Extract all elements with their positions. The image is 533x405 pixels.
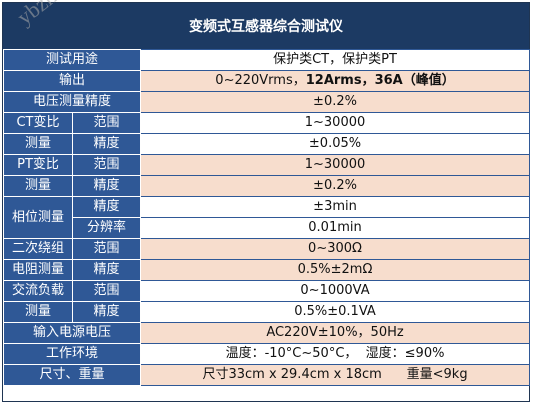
table-row: PT变比 范围 1~30000	[3, 154, 531, 176]
row-label: 相位测量	[3, 196, 73, 239]
table-row: 电压测量精度 ±0.2%	[2, 91, 531, 113]
row-label: 尺寸、重量	[2, 364, 142, 386]
row-label: 电压测量精度	[2, 91, 142, 113]
table-row: 尺寸、重量 尺寸33cm x 29.4cm x 18cm 重量<9kg	[2, 364, 531, 386]
row-sublabel: 范围	[71, 154, 142, 176]
row-value: 保护类CT，保护类PT	[140, 49, 531, 71]
row-value: 0~220Vrms，12Arms，36A（峰值）	[140, 70, 531, 92]
row-label: PT变比	[3, 154, 73, 176]
row-label: 工作环境	[2, 343, 142, 365]
row-label: CT变比	[3, 112, 73, 134]
row-value: 尺寸33cm x 29.4cm x 18cm 重量<9kg	[140, 364, 531, 386]
table-row: 测量 精度 ±0.2%	[3, 175, 531, 197]
row-sublabel: 精度	[71, 175, 142, 197]
row-label: 测量	[3, 301, 73, 323]
row-label: 二次绕组	[3, 238, 73, 260]
row-value: ±0.2%	[140, 91, 531, 113]
output-current: 12Arms，36A（峰值）	[305, 73, 455, 88]
row-sublabel: 精度	[71, 133, 142, 155]
row-value: 0~1000VA	[140, 280, 531, 302]
row-sublabel: 范围	[71, 112, 142, 134]
row-label: 测量	[3, 133, 73, 155]
row-sublabel: 范围	[71, 238, 142, 260]
table-row: 电阻测量 精度 0.5%±2mΩ	[3, 259, 531, 281]
row-value: 1~30000	[140, 154, 531, 176]
row-sublabel: 范围	[71, 280, 142, 302]
row-label: 测量	[3, 175, 73, 197]
table-title: 变频式互感器综合测试仪	[3, 3, 529, 49]
row-value: ±0.05%	[140, 133, 531, 155]
table-row: 输入电源电压 AC220V±10%，50Hz	[2, 322, 531, 344]
row-sublabel: 分辨率	[71, 217, 142, 239]
spec-table: 测试用途 保护类CT，保护类PT 输出 0~220Vrms，12Arms，36A…	[2, 49, 531, 386]
table-row: 二次绕组 范围 0~300Ω	[3, 238, 531, 260]
row-value: ±0.2%	[140, 175, 531, 197]
table-row: 分辨率 0.01min	[4, 217, 531, 239]
row-label: 输入电源电压	[2, 322, 142, 344]
row-label: 输出	[2, 70, 142, 92]
table-row: 输出 0~220Vrms，12Arms，36A（峰值）	[2, 70, 531, 92]
row-sublabel: 精度	[71, 259, 142, 281]
table-row: 工作环境 温度：-10°C~50°C， 湿度：≤90%	[2, 343, 531, 365]
table-row: 相位测量 精度 ±3min	[3, 196, 531, 239]
output-range: 0~220Vrms，	[215, 73, 306, 88]
row-label: 测试用途	[2, 49, 142, 71]
row-value: AC220V±10%，50Hz	[140, 322, 531, 344]
table-row: 测量 精度 ±0.05%	[3, 133, 531, 155]
table-row: CT变比 范围 1~30000	[3, 112, 531, 134]
row-value: 1~30000	[140, 112, 531, 134]
row-label: 交流负载	[3, 280, 73, 302]
row-sublabel: 精度	[71, 196, 142, 218]
row-value: ±3min	[140, 196, 531, 218]
table-row: 交流负载 范围 0~1000VA	[3, 280, 531, 302]
table-row: 测量 精度 0.5%±0.1VA	[3, 301, 531, 323]
table-row: 测试用途 保护类CT，保护类PT	[2, 49, 531, 71]
row-value: 0.01min	[140, 217, 531, 239]
row-value: 温度：-10°C~50°C， 湿度：≤90%	[140, 343, 531, 365]
row-value: 0.5%±0.1VA	[140, 301, 531, 323]
row-sublabel: 精度	[71, 301, 142, 323]
row-label: 电阻测量	[3, 259, 73, 281]
row-value: 0~300Ω	[140, 238, 531, 260]
row-value: 0.5%±2mΩ	[140, 259, 531, 281]
